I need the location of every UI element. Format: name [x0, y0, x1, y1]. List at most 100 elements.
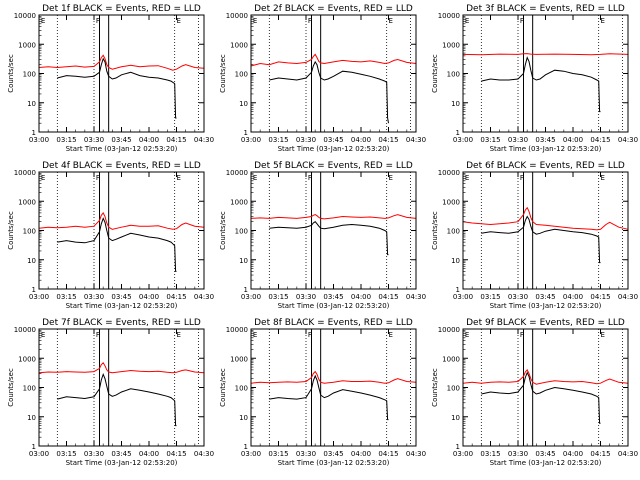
y-axis-label: Counts/sec	[7, 211, 15, 250]
panel-title: Det 1f BLACK = Events, RED = LLD	[42, 4, 201, 14]
interval-marker-e: E	[253, 17, 257, 25]
lld-series-line	[250, 370, 417, 384]
y-axis-label: Counts/sec	[431, 368, 439, 407]
y-tick-label: 10	[239, 257, 248, 265]
interval-marker-e: E	[177, 331, 181, 339]
x-axis-label: Start Time (03-Jan-12 02:53:20)	[490, 302, 602, 310]
y-tick-label: 100	[23, 385, 36, 393]
interval-marker-f: F	[308, 17, 312, 25]
x-tick-label: 03:00	[241, 450, 261, 458]
interval-marker-f: F	[520, 17, 524, 25]
y-axis-label: Counts/sec	[7, 368, 15, 407]
x-tick-label: 04:00	[563, 136, 583, 144]
interval-marker-e: E	[177, 174, 181, 182]
x-tick-label: 03:45	[323, 136, 343, 144]
x-tick-label: 04:00	[139, 450, 159, 458]
interval-marker-e: E	[41, 17, 45, 25]
y-tick-label: 1	[456, 443, 460, 451]
panel-title: Det 2f BLACK = Events, RED = LLD	[254, 4, 413, 14]
x-tick-label: 04:00	[563, 293, 583, 301]
x-tick-label: 03:00	[453, 136, 473, 144]
plot-frame	[250, 171, 417, 290]
interval-marker-f: F	[520, 331, 524, 339]
x-tick-label: 04:30	[194, 450, 214, 458]
y-tick-label: 10	[239, 100, 248, 108]
y-tick-label: 1000	[442, 198, 460, 206]
x-tick-label: 04:15	[378, 136, 398, 144]
x-tick-label: 03:00	[29, 136, 49, 144]
x-tick-label: 03:00	[29, 293, 49, 301]
interval-marker-e: E	[465, 17, 469, 25]
lld-series-line	[38, 211, 205, 230]
y-tick-label: 1000	[230, 41, 248, 49]
y-tick-label: 10	[451, 100, 460, 108]
plot-frame	[250, 14, 417, 133]
x-tick-label: 03:15	[268, 450, 288, 458]
detector-panel-6: Det 6f BLACK = Events, RED = LLD E F E 1 10 10…	[431, 161, 638, 310]
panel-title: Det 5f BLACK = Events, RED = LLD	[254, 161, 413, 171]
y-tick-label: 10	[27, 100, 36, 108]
x-axis-label: Start Time (03-Jan-12 02:53:20)	[490, 459, 602, 467]
y-axis-label: Counts/sec	[219, 54, 227, 93]
x-tick-label: 04:00	[563, 450, 583, 458]
y-tick-label: 10000	[226, 12, 248, 20]
events-series-line	[57, 217, 177, 272]
y-axis-label: Counts/sec	[219, 211, 227, 250]
lld-series-line	[462, 369, 629, 385]
events-series-line	[269, 221, 389, 256]
y-tick-label: 100	[447, 71, 460, 79]
x-tick-label: 04:15	[378, 450, 398, 458]
y-tick-label: 1000	[18, 198, 36, 206]
x-tick-label: 03:45	[323, 450, 343, 458]
y-tick-label: 1	[32, 443, 36, 451]
y-tick-label: 1	[32, 286, 36, 294]
x-tick-label: 04:15	[166, 450, 186, 458]
interval-marker-e: E	[389, 331, 393, 339]
x-tick-label: 04:00	[351, 293, 371, 301]
x-tick-label: 03:45	[111, 450, 131, 458]
y-tick-label: 100	[235, 385, 248, 393]
interval-marker-e: E	[41, 174, 45, 182]
y-tick-label: 100	[23, 228, 36, 236]
y-tick-label: 10000	[14, 12, 36, 20]
interval-marker-e: E	[465, 331, 469, 339]
x-tick-label: 04:15	[166, 136, 186, 144]
y-tick-label: 1000	[18, 355, 36, 363]
x-tick-label: 03:30	[508, 450, 528, 458]
events-series-line	[57, 372, 177, 427]
interval-marker-e: E	[601, 331, 605, 339]
x-tick-label: 03:30	[84, 136, 104, 144]
interval-marker-e: E	[253, 331, 257, 339]
events-series-line	[269, 374, 389, 421]
lld-series-line	[38, 54, 205, 71]
interval-marker-f: F	[520, 174, 524, 182]
interval-marker-e: E	[601, 174, 605, 182]
y-tick-label: 1000	[442, 41, 460, 49]
x-tick-label: 03:00	[453, 293, 473, 301]
interval-marker-e: E	[601, 17, 605, 25]
x-tick-label: 04:00	[351, 136, 371, 144]
events-series-line	[57, 57, 177, 119]
y-tick-label: 100	[447, 385, 460, 393]
x-tick-label: 03:00	[241, 293, 261, 301]
y-tick-label: 10000	[226, 169, 248, 177]
y-tick-label: 10	[27, 257, 36, 265]
events-series-line	[481, 371, 601, 424]
x-tick-label: 03:45	[323, 293, 343, 301]
x-tick-label: 04:30	[618, 293, 638, 301]
x-tick-label: 03:45	[535, 293, 555, 301]
y-tick-label: 1000	[442, 355, 460, 363]
panel-title: Det 6f BLACK = Events, RED = LLD	[466, 161, 625, 171]
y-tick-label: 1000	[230, 355, 248, 363]
y-tick-label: 10	[239, 414, 248, 422]
plot-frame	[38, 328, 205, 447]
interval-marker-e: E	[389, 174, 393, 182]
x-tick-label: 03:00	[29, 450, 49, 458]
y-tick-label: 100	[235, 228, 248, 236]
y-tick-label: 10	[27, 414, 36, 422]
panel-title: Det 3f BLACK = Events, RED = LLD	[466, 4, 625, 14]
detector-panel-7: Det 7f BLACK = Events, RED = LLD E F E 1 10 10…	[7, 318, 214, 467]
x-tick-label: 03:30	[296, 450, 316, 458]
x-tick-label: 03:15	[268, 293, 288, 301]
